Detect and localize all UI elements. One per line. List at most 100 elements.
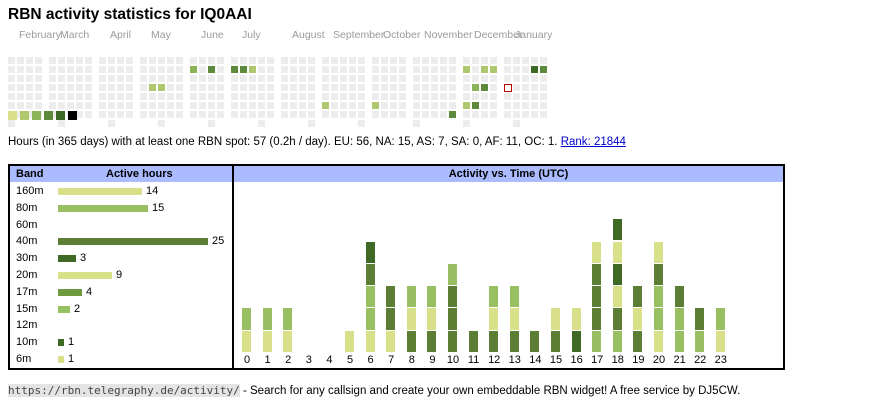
calendar-day-cell[interactable] (26, 84, 33, 91)
calendar-day-cell[interactable] (249, 93, 256, 100)
calendar-day-cell[interactable] (513, 111, 520, 118)
calendar-day-cell[interactable] (108, 111, 115, 118)
calendar-day-cell[interactable] (290, 102, 297, 109)
calendar-day-cell[interactable] (231, 93, 238, 100)
calendar-day-cell[interactable] (390, 102, 397, 109)
calendar-day-cell[interactable] (140, 93, 147, 100)
calendar-day-cell[interactable] (26, 57, 33, 64)
calendar-day-cell[interactable] (299, 66, 306, 73)
calendar-day-cell[interactable] (522, 66, 529, 73)
calendar-day-cell[interactable] (199, 84, 206, 91)
calendar-day-cell[interactable] (399, 102, 406, 109)
calendar-day-cell[interactable] (117, 57, 124, 64)
calendar-day-cell[interactable] (413, 57, 420, 64)
calendar-day-cell[interactable] (540, 93, 547, 100)
calendar-day-cell[interactable] (58, 102, 65, 109)
calendar-day-cell[interactable] (463, 66, 470, 73)
calendar-day-cell[interactable] (472, 75, 479, 82)
calendar-day-cell[interactable] (208, 57, 215, 64)
calendar-day-cell[interactable] (217, 75, 224, 82)
calendar-day-cell[interactable] (17, 75, 24, 82)
calendar-day-cell[interactable] (358, 111, 365, 118)
calendar-day-cell[interactable] (472, 111, 479, 118)
calendar-day-cell[interactable] (481, 93, 488, 100)
calendar-day-cell[interactable] (117, 111, 124, 118)
calendar-day-cell[interactable] (531, 84, 538, 91)
calendar-day-cell[interactable] (267, 75, 274, 82)
calendar-day-cell[interactable] (340, 93, 347, 100)
calendar-day-cell[interactable] (431, 102, 438, 109)
calendar-day-cell[interactable] (249, 66, 256, 73)
calendar-day-cell[interactable] (49, 102, 56, 109)
calendar-day-cell[interactable] (167, 111, 174, 118)
calendar-day-cell[interactable] (240, 66, 247, 73)
calendar-day-cell[interactable] (58, 120, 65, 127)
calendar-day-cell[interactable] (490, 66, 497, 73)
calendar-day-cell[interactable] (281, 66, 288, 73)
calendar-day-cell[interactable] (431, 66, 438, 73)
calendar-day-cell[interactable] (35, 57, 42, 64)
calendar-day-cell[interactable] (76, 102, 83, 109)
calendar-day-cell[interactable] (258, 120, 265, 127)
calendar-day-cell[interactable] (349, 102, 356, 109)
calendar-day-cell[interactable] (258, 57, 265, 64)
calendar-day-cell[interactable] (431, 57, 438, 64)
calendar-day-cell[interactable] (208, 93, 215, 100)
calendar-day-cell[interactable] (399, 111, 406, 118)
calendar-day-cell[interactable] (358, 102, 365, 109)
calendar-day-cell[interactable] (531, 111, 538, 118)
calendar-day-cell[interactable] (290, 84, 297, 91)
calendar-day-cell[interactable] (440, 75, 447, 82)
calendar-day-cell[interactable] (231, 102, 238, 109)
calendar-day-cell[interactable] (49, 93, 56, 100)
calendar-day-cell[interactable] (49, 66, 56, 73)
calendar-day-cell[interactable] (240, 57, 247, 64)
calendar-day-cell[interactable] (67, 102, 74, 109)
calendar-day-cell[interactable] (322, 84, 329, 91)
calendar-day-cell[interactable] (158, 120, 165, 127)
calendar-day-cell[interactable] (208, 75, 215, 82)
calendar-day-cell[interactable] (390, 84, 397, 91)
calendar-day-cell[interactable] (158, 75, 165, 82)
calendar-day-cell[interactable] (199, 102, 206, 109)
calendar-day-cell[interactable] (349, 75, 356, 82)
calendar-day-cell[interactable] (76, 75, 83, 82)
calendar-day-cell[interactable] (463, 75, 470, 82)
calendar-day-cell[interactable] (481, 66, 488, 73)
calendar-day-cell[interactable] (522, 111, 529, 118)
calendar-day-cell[interactable] (331, 111, 338, 118)
calendar-day-cell[interactable] (258, 75, 265, 82)
calendar-day-cell[interactable] (540, 75, 547, 82)
calendar-day-cell[interactable] (190, 57, 197, 64)
calendar-day-cell[interactable] (340, 111, 347, 118)
calendar-day-cell[interactable] (126, 57, 133, 64)
calendar-day-cell[interactable] (504, 111, 511, 118)
calendar-day-cell[interactable] (490, 84, 497, 91)
calendar-day-cell[interactable] (149, 102, 156, 109)
calendar-day-cell[interactable] (267, 84, 274, 91)
calendar-day-cell[interactable] (217, 57, 224, 64)
calendar-day-cell[interactable] (513, 102, 520, 109)
calendar-day-cell[interactable] (240, 102, 247, 109)
calendar-day-cell[interactable] (372, 57, 379, 64)
calendar-day-cell[interactable] (35, 102, 42, 109)
calendar-day-cell[interactable] (513, 75, 520, 82)
calendar-day-cell[interactable] (240, 111, 247, 118)
calendar-day-cell[interactable] (504, 66, 511, 73)
calendar-day-cell[interactable] (399, 57, 406, 64)
calendar-day-cell[interactable] (267, 57, 274, 64)
calendar-day-cell[interactable] (8, 102, 15, 109)
calendar-day-cell[interactable] (290, 66, 297, 73)
calendar-day-cell[interactable] (58, 84, 65, 91)
calendar-day-cell[interactable] (26, 102, 33, 109)
calendar-day-cell[interactable] (26, 111, 33, 118)
calendar-day-cell[interactable] (17, 57, 24, 64)
calendar-day-cell[interactable] (540, 84, 547, 91)
calendar-day-cell[interactable] (422, 102, 429, 109)
calendar-day-cell[interactable] (8, 75, 15, 82)
calendar-day-cell[interactable] (531, 102, 538, 109)
calendar-day-cell[interactable] (67, 57, 74, 64)
calendar-day-cell[interactable] (8, 120, 15, 127)
calendar-day-cell[interactable] (281, 84, 288, 91)
calendar-day-cell[interactable] (413, 84, 420, 91)
